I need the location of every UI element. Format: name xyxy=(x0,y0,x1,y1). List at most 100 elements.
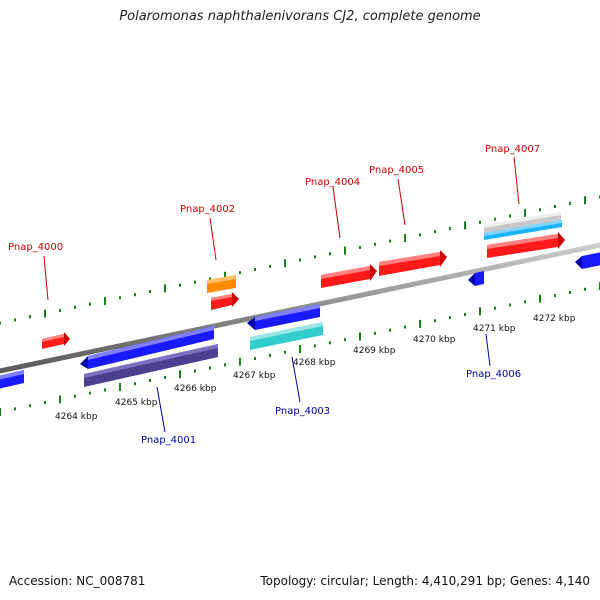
ruler-minor-tick xyxy=(374,332,376,335)
ruler-major-tick xyxy=(104,297,106,305)
ruler-minor-tick xyxy=(584,288,586,291)
ruler-major-tick xyxy=(284,259,286,267)
ruler-minor-tick xyxy=(539,208,541,211)
callout-line-pnap-4002 xyxy=(210,218,216,260)
gene-label-pnap-4000[interactable]: Pnap_4000 xyxy=(8,242,63,253)
ruler-minor-tick xyxy=(74,395,76,398)
ruler-minor-tick xyxy=(254,268,256,271)
ruler-minor-tick xyxy=(0,322,1,325)
genome-map: Polaromonas naphthalenivorans CJ2, compl… xyxy=(0,0,600,600)
gene-label-pnap-4006[interactable]: Pnap_4006 xyxy=(466,369,521,380)
ruler-minor-tick xyxy=(329,252,331,255)
scale-label: 4266 kbp xyxy=(174,384,217,394)
ruler-major-tick xyxy=(359,332,361,340)
ruler-minor-tick xyxy=(89,303,91,306)
ruler-minor-tick xyxy=(29,404,31,407)
ruler-minor-tick xyxy=(239,271,241,274)
ruler-minor-tick xyxy=(494,218,496,221)
gene-pnap-4004[interactable] xyxy=(321,264,377,288)
ruler-major-tick xyxy=(59,395,61,403)
gene-pnap-4002[interactable] xyxy=(211,292,239,310)
ruler-major-tick xyxy=(584,196,586,204)
ruler-minor-tick xyxy=(194,281,196,284)
ruler-minor-tick xyxy=(299,259,301,262)
ruler-minor-tick xyxy=(434,230,436,233)
scale-label: 4265 kbp xyxy=(115,398,158,408)
ruler-minor-tick xyxy=(149,290,151,293)
ruler-minor-tick xyxy=(29,315,31,318)
ruler-minor-tick xyxy=(404,326,406,329)
ruler-major-tick xyxy=(539,295,541,303)
ruler-minor-tick xyxy=(104,388,106,391)
ruler-minor-tick xyxy=(479,221,481,224)
gene-label-pnap-4002[interactable]: Pnap_4002 xyxy=(180,204,235,215)
ruler-minor-tick xyxy=(314,255,316,258)
ruler-major-tick xyxy=(0,408,1,416)
ruler-minor-tick xyxy=(119,296,121,299)
ruler-minor-tick xyxy=(494,307,496,310)
ruler-minor-tick xyxy=(149,379,151,382)
callout-line-pnap-4004 xyxy=(333,187,340,238)
ruler-minor-tick xyxy=(374,243,376,246)
gene-pnap-4000[interactable] xyxy=(42,332,70,349)
ruler-minor-tick xyxy=(14,318,16,321)
scale-label: 4270 kbp xyxy=(413,335,456,345)
gene-label-pnap-4007[interactable]: Pnap_4007 xyxy=(485,144,540,155)
ruler-minor-tick xyxy=(254,357,256,360)
ruler-minor-tick xyxy=(434,319,436,322)
ruler-major-tick xyxy=(479,307,481,315)
callout-line-pnap-4006 xyxy=(486,334,490,366)
ruler-major-tick xyxy=(299,345,301,353)
ruler-minor-tick xyxy=(344,338,346,341)
scale-label: 4268 kbp xyxy=(293,358,336,368)
ruler-minor-tick xyxy=(269,354,271,357)
ruler-major-tick xyxy=(44,310,46,318)
ruler-major-tick xyxy=(524,209,526,217)
ruler-minor-tick xyxy=(329,341,331,344)
gene-pnap-4002-orange[interactable] xyxy=(207,275,236,293)
ruler-minor-tick xyxy=(464,313,466,316)
callout-line-pnap-4005 xyxy=(398,179,405,225)
ruler-minor-tick xyxy=(569,202,571,205)
ruler-minor-tick xyxy=(314,344,316,347)
ruler-major-tick xyxy=(464,221,466,229)
ruler-minor-tick xyxy=(194,370,196,373)
gene-label-pnap-4001[interactable]: Pnap_4001 xyxy=(141,435,196,446)
scale-label: 4271 kbp xyxy=(473,324,516,334)
gene-label-pnap-4004[interactable]: Pnap_4004 xyxy=(305,177,360,188)
ruler-minor-tick xyxy=(89,392,91,395)
accession-text: Accession: NC_008781 xyxy=(9,574,145,588)
callout-line-pnap-4001 xyxy=(157,387,165,432)
gene-callout-lines xyxy=(44,157,519,432)
scale-label: 4264 kbp xyxy=(55,412,98,422)
ruler-minor-tick xyxy=(134,293,136,296)
ruler-minor-tick xyxy=(44,401,46,404)
ruler-minor-tick xyxy=(224,363,226,366)
gene-blue-left-edge[interactable] xyxy=(0,370,24,389)
ruler-minor-tick xyxy=(449,316,451,319)
ruler-minor-tick xyxy=(569,291,571,294)
ruler-minor-tick xyxy=(509,215,511,218)
genome-stats-text: Topology: circular; Length: 4,410,291 bp… xyxy=(260,574,590,588)
ruler-minor-tick xyxy=(134,382,136,385)
genome-track-diagram: 4264 kbp 4265 kbp 4266 kbp 4267 kbp 4268… xyxy=(0,0,600,600)
ruler-minor-tick xyxy=(554,205,556,208)
ruler-major-tick xyxy=(119,383,121,391)
ruler-minor-tick xyxy=(509,304,511,307)
gene-blue-right-edge[interactable] xyxy=(575,252,600,269)
gene-label-pnap-4005[interactable]: Pnap_4005 xyxy=(369,165,424,176)
ruler-major-tick xyxy=(344,247,346,255)
gene-label-pnap-4003[interactable]: Pnap_4003 xyxy=(275,406,330,417)
ruler-minor-tick xyxy=(284,351,286,354)
ruler-minor-tick xyxy=(269,265,271,268)
ruler-major-tick xyxy=(239,358,241,366)
ruler-minor-tick xyxy=(449,227,451,230)
gene-pnap-4005[interactable] xyxy=(379,250,447,276)
ruler-minor-tick xyxy=(59,309,61,312)
ruler-minor-tick xyxy=(389,329,391,332)
ruler-minor-tick xyxy=(14,407,16,410)
callout-line-pnap-4000 xyxy=(44,256,48,300)
ruler-minor-tick xyxy=(164,376,166,379)
ruler-minor-tick xyxy=(524,300,526,303)
ruler-minor-tick xyxy=(179,284,181,287)
